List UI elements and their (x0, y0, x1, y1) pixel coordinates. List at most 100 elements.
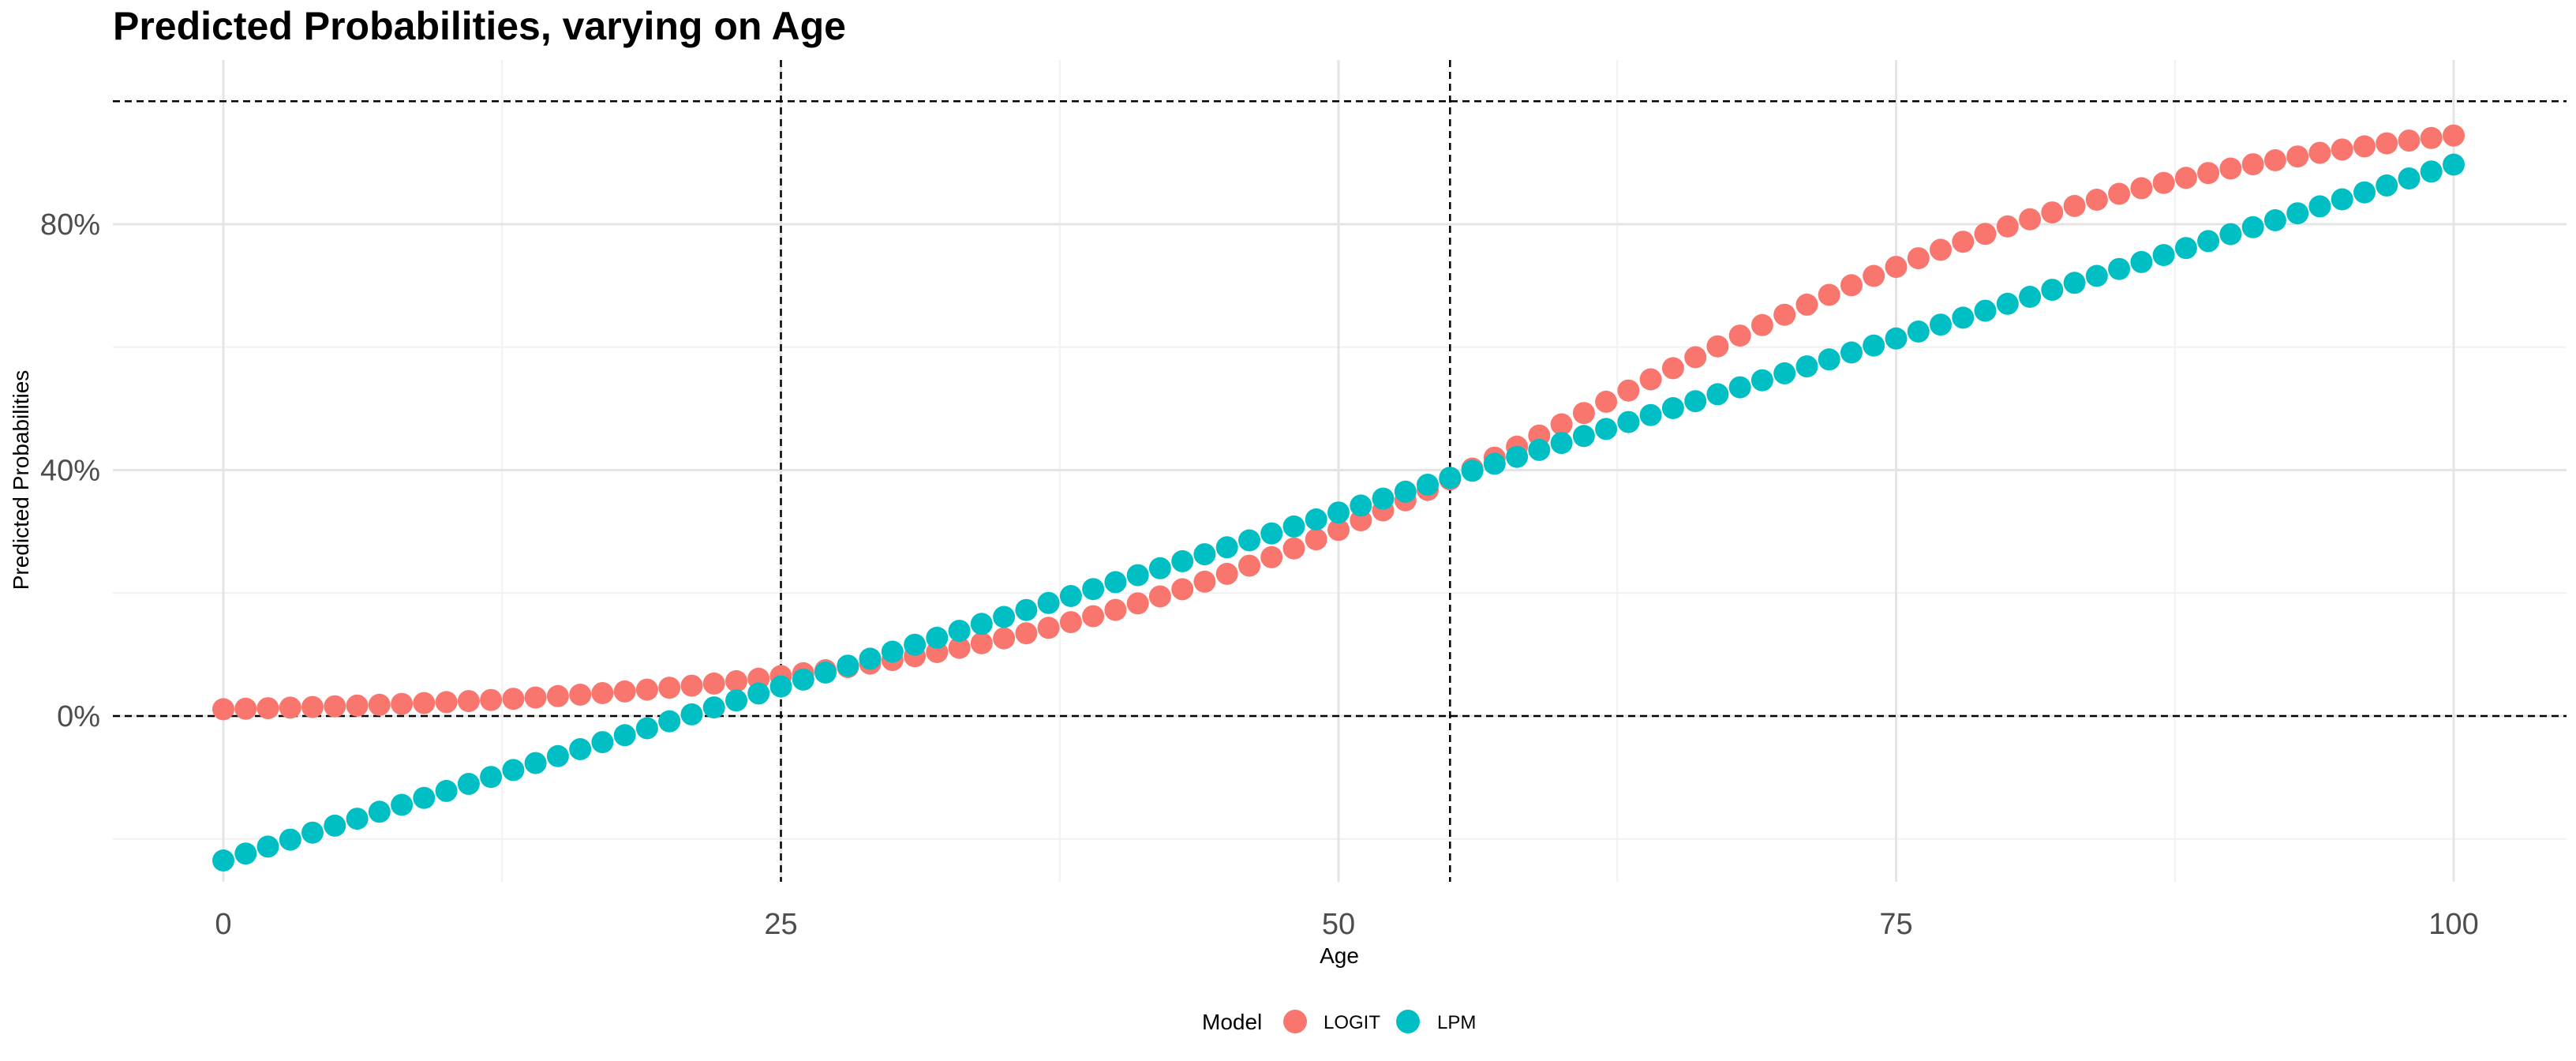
y-tick-label: 80% (40, 208, 100, 242)
point-logit (1282, 537, 1305, 560)
point-lpm (1037, 591, 1060, 614)
point-logit (1639, 368, 1662, 391)
y-tick-label: 40% (40, 455, 100, 488)
point-logit (591, 682, 614, 704)
x-tick-label: 50 (1322, 908, 1355, 941)
x-tick-label: 25 (764, 908, 797, 941)
point-lpm (256, 835, 279, 858)
point-logit (1059, 611, 1082, 634)
point-logit (1773, 303, 1796, 326)
series-logit-points (212, 124, 2465, 721)
point-lpm (792, 668, 814, 691)
point-lpm (1461, 459, 1484, 482)
point-lpm (1483, 452, 1506, 475)
point-logit (680, 674, 703, 697)
point-lpm (747, 682, 770, 705)
x-axis-ticks: 0 25 50 75 100 (215, 908, 2478, 941)
point-logit (1661, 357, 1684, 380)
point-lpm (1773, 362, 1796, 384)
chart-title: Predicted Probabilities, varying on Age (113, 4, 846, 48)
point-logit (2331, 138, 2353, 161)
x-axis-label: Age (1320, 943, 1359, 968)
point-logit (346, 694, 369, 717)
point-logit (502, 688, 525, 710)
point-lpm (1215, 536, 1238, 559)
point-lpm (814, 662, 837, 684)
point-lpm (502, 759, 525, 782)
legend-key-logit (1283, 1010, 1307, 1033)
point-logit (1327, 519, 1350, 542)
point-lpm (1439, 467, 1462, 489)
point-lpm (1550, 432, 1573, 455)
point-logit (2152, 171, 2175, 194)
point-logit (1863, 264, 1885, 287)
point-lpm (1907, 321, 1930, 343)
point-logit (635, 678, 658, 701)
point-lpm (1840, 341, 1863, 364)
point-lpm (569, 738, 592, 760)
point-lpm (301, 821, 324, 844)
point-logit (413, 692, 436, 714)
point-logit (1617, 379, 1640, 402)
point-logit (1082, 605, 1105, 628)
point-logit (391, 692, 414, 715)
point-logit (1818, 283, 1840, 306)
point-lpm (680, 703, 703, 725)
point-lpm (2085, 264, 2108, 287)
point-logit (970, 632, 993, 654)
point-lpm (1305, 508, 1327, 530)
point-lpm (2019, 286, 2042, 308)
point-lpm (1617, 411, 1640, 433)
point-lpm (1350, 494, 1372, 517)
point-logit (2063, 194, 2086, 217)
point-logit (1885, 256, 1908, 279)
point-logit (1706, 335, 1729, 358)
point-lpm (904, 633, 927, 656)
point-lpm (1706, 383, 1729, 406)
point-logit (993, 627, 1016, 650)
point-logit (1260, 545, 1283, 568)
point-logit (1193, 570, 1216, 593)
x-tick-label: 100 (2428, 908, 2478, 941)
point-lpm (2041, 279, 2064, 302)
point-logit (1795, 293, 1818, 316)
point-lpm (2130, 250, 2153, 273)
point-logit (2197, 162, 2220, 185)
point-logit (546, 684, 569, 707)
point-logit (1728, 324, 1751, 347)
point-logit (1238, 554, 1260, 577)
point-lpm (1148, 557, 1171, 579)
point-logit (368, 693, 391, 716)
point-lpm (2197, 230, 2220, 253)
point-lpm (2241, 216, 2264, 238)
point-logit (1930, 238, 1952, 261)
point-lpm (591, 731, 614, 754)
point-logit (1215, 562, 1238, 585)
point-lpm (1661, 397, 1684, 419)
y-tick-label: 0% (57, 700, 100, 733)
grid (113, 60, 2567, 882)
point-logit (480, 688, 503, 711)
point-lpm (2398, 167, 2421, 190)
point-logit (1126, 592, 1149, 615)
point-logit (658, 677, 681, 699)
point-logit (256, 697, 279, 720)
point-logit (569, 684, 592, 706)
point-logit (324, 695, 346, 718)
point-lpm (2331, 188, 2353, 211)
point-logit (234, 697, 257, 720)
point-lpm (1238, 529, 1260, 552)
point-lpm (970, 613, 993, 635)
point-lpm (234, 842, 257, 865)
point-lpm (1082, 578, 1105, 601)
point-logit (1037, 617, 1060, 639)
point-lpm (413, 786, 436, 809)
legend-label-lpm: LPM (1437, 1012, 1476, 1033)
point-logit (1974, 223, 1997, 246)
point-lpm (435, 779, 458, 802)
point-lpm (1639, 403, 1662, 426)
point-logit (524, 686, 547, 709)
point-lpm (2353, 181, 2376, 204)
point-lpm (480, 766, 503, 789)
